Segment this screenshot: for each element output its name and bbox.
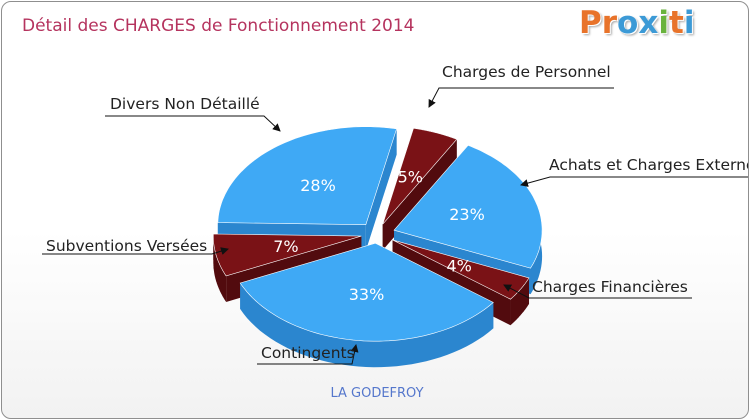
pie-callouts: Charges de Personnel Achats et Charges Ex… — [42, 63, 749, 365]
slice-category-label: Divers Non Détaillé — [110, 95, 260, 113]
pie-slice-side — [213, 234, 227, 302]
pie-slice — [217, 126, 397, 225]
callout-line — [428, 87, 614, 108]
logo-letter: o — [617, 5, 639, 41]
callout-line — [105, 115, 281, 132]
logo-letter: P — [579, 5, 602, 41]
pie-slice — [392, 239, 530, 300]
slice-percent-label: 28% — [300, 176, 336, 195]
pie-slice — [382, 127, 458, 225]
slice-percent-label: 33% — [349, 285, 385, 304]
pie-slice-tops: 5% 23% 4% 33% 7% 28% — [213, 126, 543, 342]
slice-category-label: Achats et Charges Externes — [549, 156, 749, 174]
logo-letter: i — [683, 5, 695, 41]
proxiti-logo: Proxiti — [579, 8, 694, 39]
slice-category-label: Subventions Versées — [46, 237, 207, 255]
pie-slice-side — [240, 283, 494, 368]
slice-category-label: Contingents — [261, 344, 355, 362]
logo-letter: x — [638, 5, 659, 41]
logo-letter: r — [601, 5, 618, 41]
slice-category-label: Charges Financières — [532, 278, 688, 296]
callout-line — [257, 344, 359, 365]
slice-percent-label: 7% — [273, 237, 298, 256]
callout-line — [42, 247, 229, 255]
commune-name: LA GODEFROY — [330, 386, 424, 401]
chart-title: Détail des CHARGES de Fonctionnement 201… — [22, 16, 415, 36]
pie-slice-wall — [365, 128, 397, 251]
slice-category-label: Charges de Personnel — [442, 63, 611, 81]
callout-line — [503, 284, 692, 299]
slice-percent-label: 4% — [447, 256, 472, 275]
callout-line — [520, 176, 748, 187]
pie-slice — [213, 233, 362, 277]
logo-letter: i — [658, 5, 669, 41]
logo-letter: t — [668, 5, 684, 41]
slice-percent-label: 5% — [398, 168, 423, 187]
slice-percent-label: 23% — [449, 205, 485, 224]
pie-slice — [393, 144, 543, 269]
pie-slice — [239, 242, 494, 342]
